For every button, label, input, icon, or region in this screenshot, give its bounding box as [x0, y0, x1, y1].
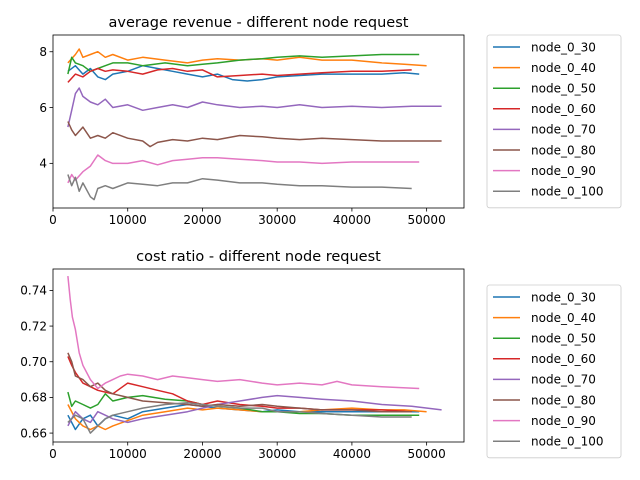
- chart-0-legend-label: node_0_50: [531, 82, 596, 96]
- chart-1-xtick-label: 50000: [408, 447, 446, 461]
- chart-1-series-node_0_40: [67, 404, 427, 431]
- chart-0-legend-label: node_0_90: [531, 164, 596, 178]
- chart-1-xtick-label: 40000: [333, 447, 371, 461]
- chart-0-legend-box: [486, 34, 622, 209]
- chart-0-legend-label: node_0_70: [531, 123, 596, 137]
- chart-1-legend-label: node_0_90: [531, 414, 596, 428]
- chart-1-legend-label: node_0_80: [531, 393, 596, 407]
- chart-0-axes-frame: [52, 34, 465, 209]
- chart-1-series-node_0_70: [67, 394, 442, 427]
- chart-1-xtick-label: 10000: [109, 447, 147, 461]
- chart-0-legend-label: node_0_30: [531, 40, 596, 54]
- chart-0-ytick-label: 8: [39, 45, 47, 59]
- chart-1-plot-area: [67, 276, 442, 434]
- chart-0-xtick-label: 20000: [183, 213, 221, 227]
- chart-1-series-node_0_50: [67, 391, 420, 416]
- chart-1-xtick-label: 0: [49, 447, 57, 461]
- chart-0-series-node_0_30: [67, 64, 420, 82]
- chart-1-ytick-label: 0.68: [20, 391, 47, 405]
- chart-1-xtick-label: 20000: [183, 447, 221, 461]
- chart-1-legend-label: node_0_60: [531, 352, 596, 366]
- chart-0-ytick-label: 6: [39, 101, 47, 115]
- chart-1-series-node_0_100: [67, 402, 412, 434]
- chart-0-xtick-label: 30000: [258, 213, 296, 227]
- chart-0-plot-area: [67, 48, 442, 201]
- chart-1-ytick-label: 0.72: [20, 319, 47, 333]
- chart-0-series-node_0_90: [67, 154, 420, 184]
- chart-1-legend-label: node_0_100: [531, 435, 604, 449]
- chart-1-legend-label: node_0_40: [531, 311, 596, 325]
- chart-0: average revenue - different node request…: [39, 15, 622, 227]
- chart-0-series-node_0_40: [67, 48, 427, 67]
- chart-1-legend: node_0_30 node_0_40 node_0_50 node_0_60node…: [486, 284, 622, 459]
- chart-1-legend-box: [486, 284, 622, 459]
- chart-0-xtick-label: 0: [49, 213, 57, 227]
- chart-0-legend: node_0_30 node_0_40 node_0_50 node_0_60node…: [486, 34, 622, 209]
- chart-1-legend-label: node_0_70: [531, 373, 596, 387]
- chart-0-legend-label: node_0_80: [531, 143, 596, 157]
- chart-1-title: cost ratio - different node request: [136, 249, 381, 265]
- chart-1-axes-frame: [52, 268, 465, 443]
- chart-0-xtick-label: 40000: [333, 213, 371, 227]
- chart-0-legend-label: node_0_40: [531, 61, 596, 75]
- chart-1-xtick-label: 30000: [258, 447, 296, 461]
- chart-0-series-node_0_50: [67, 53, 420, 75]
- chart-0-legend-label: node_0_60: [531, 102, 596, 116]
- chart-0-series-node_0_80: [67, 121, 442, 148]
- chart-0-xtick-label: 10000: [109, 213, 147, 227]
- chart-0-series-node_0_70: [67, 87, 442, 128]
- chart-1: cost ratio - different node request 0 1000…: [20, 249, 622, 461]
- chart-1-series-node_0_90: [67, 276, 420, 390]
- chart-0-title: average revenue - different node request: [109, 15, 409, 31]
- chart-0-series-node_0_100: [67, 174, 412, 201]
- chart-0-ytick-label: 4: [39, 157, 47, 171]
- chart-0-xtick-label: 50000: [408, 213, 446, 227]
- chart-1-ytick-label: 0.66: [20, 426, 47, 440]
- chart-1-legend-label: node_0_50: [531, 332, 596, 346]
- chart-1-legend-label: node_0_30: [531, 290, 596, 304]
- chart-0-series-node_0_60: [67, 67, 412, 83]
- chart-0-legend-label: node_0_100: [531, 185, 604, 199]
- chart-1-ytick-label: 0.74: [20, 284, 47, 298]
- chart-1-ytick-label: 0.70: [20, 355, 47, 369]
